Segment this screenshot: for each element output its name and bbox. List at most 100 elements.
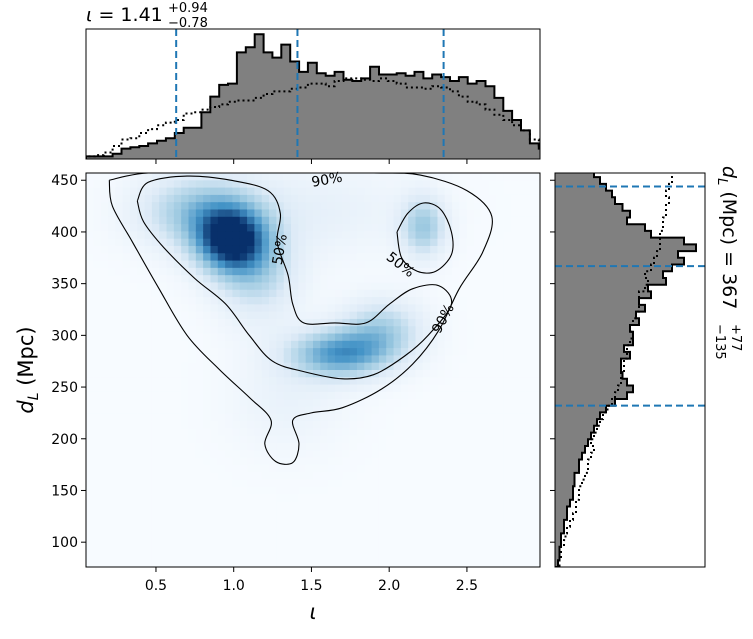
density-cell bbox=[173, 326, 182, 335]
density-cell bbox=[415, 428, 424, 437]
density-cell bbox=[100, 355, 109, 364]
density-cell bbox=[444, 545, 453, 554]
density-cell bbox=[415, 508, 424, 517]
density-cell bbox=[481, 275, 490, 284]
density-cell bbox=[474, 545, 483, 554]
density-cell bbox=[320, 384, 329, 393]
density-cell bbox=[415, 304, 424, 313]
density-cell bbox=[393, 406, 402, 415]
density-cell bbox=[239, 282, 248, 291]
density-cell bbox=[203, 289, 212, 298]
density-cell bbox=[137, 202, 146, 211]
density-cell bbox=[188, 318, 197, 327]
density-cell bbox=[481, 413, 490, 422]
density-cell bbox=[254, 391, 263, 400]
density-cell bbox=[532, 457, 540, 466]
density-cell bbox=[151, 355, 160, 364]
density-cell bbox=[313, 428, 321, 437]
density-cell bbox=[422, 377, 431, 386]
density-cell bbox=[459, 472, 468, 481]
density-cell bbox=[378, 304, 387, 313]
density-cell bbox=[93, 231, 102, 240]
density-cell bbox=[210, 348, 219, 357]
density-cell bbox=[459, 304, 468, 313]
density-cell bbox=[93, 552, 102, 561]
density-cell bbox=[203, 457, 212, 466]
density-cell bbox=[481, 559, 490, 567]
density-cell bbox=[254, 355, 263, 364]
density-cell bbox=[371, 238, 380, 247]
density-cell bbox=[115, 494, 124, 502]
density-cell bbox=[151, 238, 160, 247]
density-cell bbox=[195, 202, 204, 211]
dl-title-sup: +77 bbox=[728, 324, 743, 351]
density-cell bbox=[364, 267, 373, 276]
density-cell bbox=[151, 523, 160, 532]
density-cell bbox=[195, 384, 204, 393]
density-cell bbox=[452, 326, 461, 335]
density-cell bbox=[393, 486, 402, 495]
density-cell bbox=[239, 457, 248, 466]
density-cell bbox=[93, 253, 102, 262]
density-cell bbox=[173, 275, 182, 284]
density-cell bbox=[195, 545, 204, 554]
density-cell bbox=[488, 260, 497, 269]
density-cell bbox=[459, 399, 468, 408]
density-cell bbox=[181, 494, 190, 502]
density-cell bbox=[518, 523, 526, 532]
density-cell bbox=[144, 304, 153, 313]
density-cell bbox=[225, 486, 234, 495]
density-cell bbox=[349, 479, 358, 488]
density-cell bbox=[422, 348, 431, 357]
density-cell bbox=[144, 297, 153, 305]
density-cell bbox=[334, 311, 343, 320]
density-cell bbox=[532, 340, 540, 349]
density-cell bbox=[225, 340, 234, 349]
density-cell bbox=[430, 545, 439, 554]
density-cell bbox=[166, 260, 175, 269]
density-cell bbox=[144, 501, 153, 510]
density-cell bbox=[518, 216, 526, 225]
density-cell bbox=[334, 180, 343, 189]
density-cell bbox=[444, 523, 453, 532]
density-cell bbox=[364, 523, 373, 532]
density-cell bbox=[144, 399, 153, 408]
density-cell bbox=[313, 238, 321, 247]
density-cell bbox=[422, 355, 431, 364]
density-cell bbox=[466, 391, 475, 400]
density-cell bbox=[173, 435, 182, 444]
density-cell bbox=[313, 464, 321, 473]
density-cell bbox=[100, 216, 109, 225]
density-cell bbox=[305, 457, 314, 466]
density-cell bbox=[247, 537, 256, 546]
density-cell bbox=[386, 311, 395, 320]
density-cell bbox=[181, 253, 190, 262]
density-cell bbox=[247, 209, 256, 218]
density-cell bbox=[313, 435, 321, 444]
density-cell bbox=[371, 435, 380, 444]
density-cell bbox=[400, 275, 409, 284]
density-cell bbox=[137, 180, 146, 189]
density-cell bbox=[276, 231, 285, 240]
density-cell bbox=[422, 340, 431, 349]
density-cell bbox=[181, 238, 190, 247]
density-cell bbox=[86, 479, 94, 488]
density-cell bbox=[100, 282, 109, 291]
density-cell bbox=[496, 289, 504, 298]
density-cell bbox=[254, 304, 263, 313]
density-cell bbox=[510, 209, 519, 218]
density-cell bbox=[430, 173, 439, 181]
density-cell bbox=[225, 552, 234, 561]
density-cell bbox=[313, 413, 321, 422]
density-cell bbox=[474, 187, 483, 196]
density-cell bbox=[327, 537, 336, 546]
density-cell bbox=[137, 209, 146, 218]
density-cell bbox=[466, 318, 475, 327]
density-cell bbox=[408, 224, 417, 232]
density-cell bbox=[525, 267, 534, 276]
dl-title-sub: −135 bbox=[712, 324, 727, 360]
density-cell bbox=[100, 377, 109, 386]
density-cell bbox=[86, 464, 94, 473]
density-cell bbox=[129, 340, 138, 349]
density-cell bbox=[408, 362, 417, 371]
